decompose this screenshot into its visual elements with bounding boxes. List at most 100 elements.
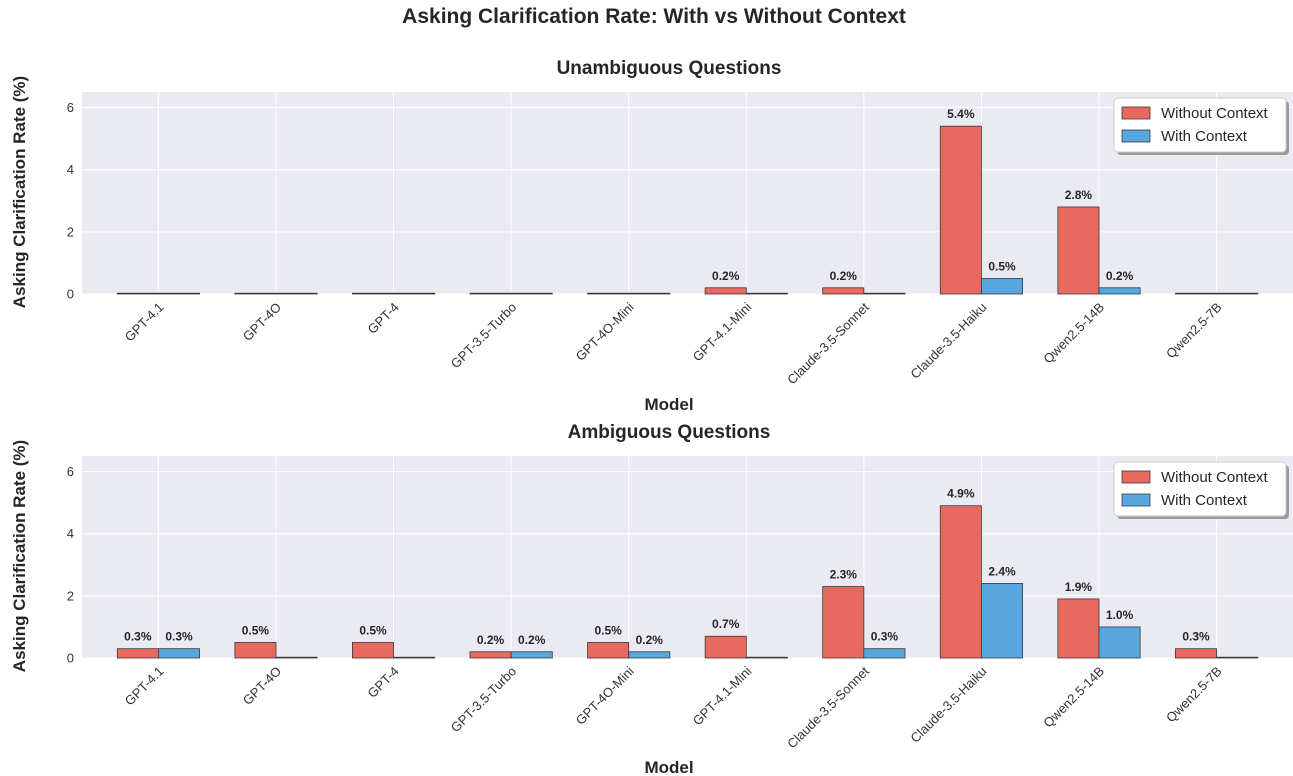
x-tick-label: GPT-4.1-Mini [690,299,755,364]
panel-title: Unambiguous Questions [557,58,782,79]
bar-without-context [704,635,747,659]
data-label: 0.5% [359,623,387,637]
bar-with-context [1216,656,1259,659]
y-tick-label: 6 [67,464,74,479]
x-tick-label: Claude-3.5-Sonnet [784,299,872,387]
legend-swatch [1121,470,1151,484]
x-tick-label: GPT-4.1 [122,664,167,709]
x-tick-label: GPT-4O-Mini [573,299,637,363]
bar-with-context [1216,292,1259,295]
x-tick-label: GPT-4.1 [122,300,167,345]
legend-label: Without Context [1161,469,1269,486]
legend-label: Without Context [1161,105,1269,122]
x-tick-label: Claude-3.5-Sonnet [784,663,872,751]
data-label: 0.3% [124,630,152,644]
data-label: 0.5% [242,623,270,637]
bar-without-context [1057,598,1100,659]
y-tick-label: 6 [67,100,74,115]
x-axis-label: Model [644,758,693,776]
legend-swatch [1121,106,1151,120]
bar-without-context [822,586,865,659]
x-tick-label: GPT-4O [240,300,284,344]
data-label: 0.2% [477,633,505,647]
data-label: 4.9% [947,487,975,501]
bar-without-context [587,292,630,295]
data-label: 0.3% [165,630,193,644]
data-label: 0.3% [871,630,899,644]
x-axis-label: Model [644,395,693,414]
bar-with-context [863,292,906,295]
data-label: 0.2% [518,633,546,647]
bar-with-context [1098,626,1141,659]
bar-with-context [863,648,906,659]
x-tick-label: GPT-4.1-Mini [690,663,755,728]
data-label: 0.5% [988,259,1016,273]
legend-label: With Context [1161,128,1248,145]
bar-with-context [510,292,553,295]
x-tick-label: GPT-4O-Mini [573,663,637,727]
legend-swatch [1121,493,1151,507]
figure-title: Asking Clarification Rate: With vs Witho… [402,5,906,28]
bar-with-context [275,656,318,659]
y-axis-label: Asking Clarification Rate (%) [10,440,29,672]
bar-without-context [116,292,159,295]
x-tick-label: GPT-3.5-Turbo [448,664,520,736]
bar-without-context [939,125,982,295]
legend-swatch [1121,129,1151,143]
y-tick-label: 0 [67,287,74,302]
bar-without-context [469,651,512,659]
bar-with-context [510,651,553,659]
data-label: 2.4% [988,564,1016,578]
data-label: 1.9% [1065,580,1093,594]
x-tick-label: Claude-3.5-Haiku [907,300,989,382]
panel-ambiguous: Ambiguous Questions Asking Clarification… [10,422,1293,776]
bar-without-context [469,292,512,295]
x-tick-label: Qwen2.5-14B [1040,300,1107,367]
data-label: 5.4% [947,107,975,121]
bar-with-context [745,656,788,659]
bar-with-context [1098,287,1141,295]
bar-with-context [393,656,436,659]
bar-without-context [1175,292,1217,295]
data-label: 0.2% [830,269,858,283]
bar-with-context [393,292,436,295]
data-label: 0.2% [1106,269,1134,283]
bar-without-context [822,287,865,295]
bar-without-context [116,648,159,659]
x-tick-label: GPT-3.5-Turbo [448,300,520,372]
plot-area [82,92,1293,294]
bar-with-context [628,651,671,659]
data-label: 0.7% [712,617,740,631]
bar-without-context [587,642,630,659]
panel-unambiguous: Unambiguous Questions Asking Clarificati… [10,58,1293,414]
data-label: 0.5% [594,623,622,637]
bar-with-context [158,292,200,295]
legend-box [1113,461,1287,517]
data-label: 1.0% [1106,608,1134,622]
bar-without-context [939,505,982,659]
y-tick-label: 4 [67,526,74,541]
panel-title: Ambiguous Questions [568,422,771,443]
x-tick-label: Qwen2.5-14B [1040,664,1107,731]
x-tick-label: GPT-4O [240,664,284,708]
bar-without-context [352,292,394,295]
bar-without-context [1057,206,1100,295]
y-tick-label: 2 [67,588,74,603]
y-tick-label: 4 [67,162,74,177]
bar-with-context [981,278,1023,295]
legend-label: With Context [1161,492,1248,509]
bar-with-context [628,292,671,295]
bar-without-context [234,642,277,659]
bar-without-context [234,292,277,295]
data-label: 0.2% [712,269,740,283]
legend-box [1113,97,1287,153]
y-tick-label: 0 [67,651,74,666]
bar-with-context [745,292,788,295]
x-tick-label: Qwen2.5-7B [1163,300,1225,362]
data-label: 2.3% [830,568,858,582]
bar-with-context [981,583,1023,659]
x-tick-label: Qwen2.5-7B [1163,664,1225,726]
data-label: 0.2% [636,633,664,647]
legend: Without Context With Context [1113,97,1289,155]
